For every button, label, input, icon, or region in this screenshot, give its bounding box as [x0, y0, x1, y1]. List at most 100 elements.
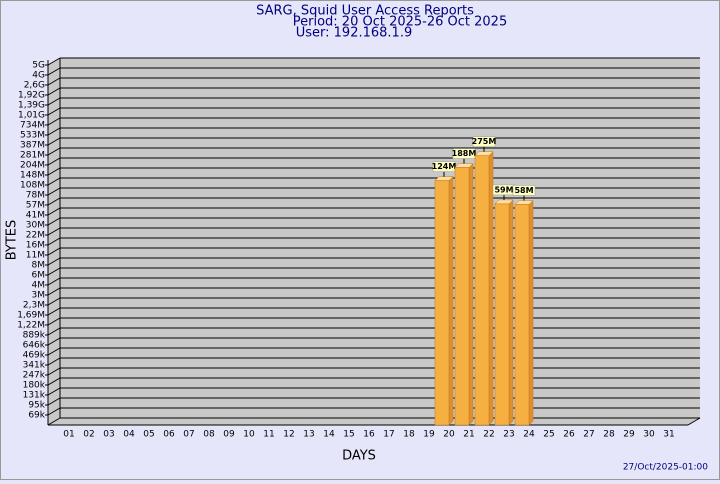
- chart-subtitle: Period: 20 Oct 2025-26 Oct 2025: [293, 15, 507, 30]
- x-tick-label: 08: [203, 430, 215, 440]
- y-tick-label: 1,39G: [18, 101, 45, 111]
- y-tick-label: 108M: [20, 181, 45, 191]
- x-tick-label: 01: [63, 430, 74, 440]
- y-tick-label: 131k: [23, 391, 46, 401]
- grid-line: [47, 207, 61, 216]
- y-tick-label: 1,92G: [18, 91, 45, 101]
- y-tick-label: 16M: [26, 241, 45, 251]
- grid-line: [47, 57, 61, 66]
- bar-side: [468, 162, 474, 426]
- grid-line: [47, 67, 61, 76]
- grid-line: [47, 367, 61, 376]
- y-tick-label: 1,69M: [17, 311, 45, 321]
- grid-line: [47, 267, 61, 276]
- bar: [454, 167, 470, 426]
- x-tick-label: 20: [443, 430, 455, 440]
- x-tick-label: 22: [483, 430, 494, 440]
- y-tick-label: 469k: [23, 351, 46, 361]
- bar-side: [508, 199, 514, 426]
- grid-line: [47, 97, 61, 106]
- grid-line: [47, 357, 61, 366]
- grid-line: [47, 327, 61, 336]
- grid-line: [47, 177, 61, 186]
- x-tick-label: 31: [663, 430, 674, 440]
- x-tick-label: 07: [183, 430, 194, 440]
- x-tick-label: 15: [343, 430, 354, 440]
- chart-subtitle: User: 192.168.1.9: [296, 26, 412, 41]
- y-tick-label: 4M: [32, 281, 46, 291]
- y-tick-label: 387M: [20, 141, 45, 151]
- x-tick-label: 04: [123, 430, 135, 440]
- bar-side: [488, 151, 494, 426]
- x-tick-label: 09: [223, 430, 235, 440]
- grid-line: [47, 87, 61, 96]
- x-tick-label: 25: [543, 430, 554, 440]
- floor-left: [47, 417, 61, 426]
- grid-line: [47, 397, 61, 406]
- grid-line: [47, 247, 61, 256]
- y-tick-label: 6M: [32, 271, 46, 281]
- y-tick-label: 148M: [20, 171, 45, 181]
- grid-line: [47, 287, 61, 296]
- value-label: 275M: [472, 137, 497, 146]
- x-tick-label: 17: [383, 430, 394, 440]
- x-tick-label: 05: [143, 430, 154, 440]
- value-label: 188M: [452, 149, 477, 158]
- grid-line: [47, 237, 61, 246]
- grid-line: [47, 257, 61, 266]
- bar: [514, 204, 530, 426]
- grid-line: [47, 297, 61, 306]
- floor-edge: [687, 417, 701, 426]
- bar-side: [528, 199, 534, 426]
- value-label: 58M: [514, 186, 533, 195]
- value-label-box: [512, 185, 536, 196]
- y-tick-label: 8M: [32, 261, 46, 271]
- bar-side: [448, 176, 454, 426]
- grid-line: [47, 407, 61, 416]
- x-tick-label: 02: [83, 430, 94, 440]
- x-tick-label: 23: [503, 430, 514, 440]
- plot-wall: [48, 58, 700, 425]
- y-tick-label: 533M: [20, 131, 45, 141]
- grid-line: [47, 377, 61, 386]
- x-tick-label: 26: [563, 430, 575, 440]
- grid-line: [47, 227, 61, 236]
- grid-line: [47, 77, 61, 86]
- bar: [474, 155, 490, 426]
- grid-line: [47, 147, 61, 156]
- y-tick-label: 2,3M: [23, 301, 45, 311]
- y-tick-label: 646k: [23, 341, 46, 351]
- y-tick-label: 2,6G: [24, 81, 45, 91]
- grid-line: [47, 157, 61, 166]
- grid-line: [47, 117, 61, 126]
- y-tick-label: 180k: [23, 381, 46, 391]
- x-tick-label: 29: [623, 430, 635, 440]
- x-tick-label: 18: [403, 430, 415, 440]
- y-tick-label: 4G: [32, 71, 45, 81]
- grid-line: [47, 127, 61, 136]
- y-tick-label: 247k: [23, 371, 46, 381]
- grid-line: [47, 217, 61, 226]
- y-tick-label: 341k: [23, 361, 46, 371]
- x-tick-label: 27: [583, 430, 594, 440]
- x-tick-label: 19: [423, 430, 435, 440]
- x-tick-label: 11: [263, 430, 274, 440]
- grid-line: [47, 387, 61, 396]
- y-tick-label: 30M: [26, 221, 45, 231]
- y-tick-label: 204M: [20, 161, 45, 171]
- y-tick-label: 5G: [32, 61, 45, 71]
- y-tick-label: 3M: [32, 291, 46, 301]
- value-label-box: [452, 148, 476, 159]
- bar: [494, 203, 510, 426]
- grid-line: [47, 137, 61, 146]
- grid-line: [47, 187, 61, 196]
- x-tick-label: 03: [103, 430, 114, 440]
- x-tick-label: 16: [363, 430, 375, 440]
- grid-line: [47, 337, 61, 346]
- x-tick-label: 12: [283, 430, 294, 440]
- y-tick-label: 889k: [23, 331, 46, 341]
- grid-line: [47, 277, 61, 286]
- y-tick-label: 1,22M: [17, 321, 45, 331]
